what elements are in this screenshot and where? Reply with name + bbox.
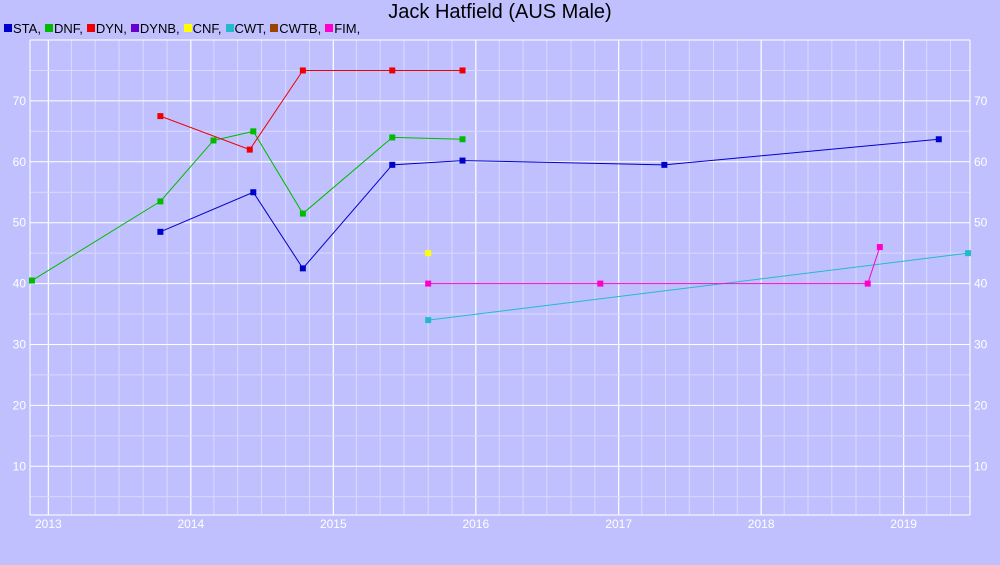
chart-title: Jack Hatfield (AUS Male) — [388, 1, 612, 23]
legend-swatch — [183, 24, 192, 32]
data-point-dnf — [157, 198, 164, 205]
y-tick-label-right: 60 — [974, 155, 988, 169]
series-line-dnf — [31, 130, 463, 281]
data-point-fim — [597, 280, 604, 287]
data-point-sta — [935, 136, 942, 143]
legend-label: STA, — [13, 20, 41, 36]
data-point-sta — [250, 189, 257, 196]
data-point-sta — [299, 265, 306, 272]
legend-item-cwt: CWT, — [225, 20, 267, 36]
legend: STA, DNF, DYN, DYNB, CNF, CWT, CWTB, FIM, — [4, 20, 364, 36]
legend-item-dynb: DYNB, — [130, 20, 180, 36]
y-tick-label-left: 30 — [13, 337, 27, 351]
data-point-cwt — [965, 250, 972, 257]
y-tick-label-right: 40 — [974, 277, 988, 291]
legend-label: CWTB, — [279, 20, 322, 36]
x-tick-label: 2015 — [320, 517, 347, 531]
legend-item-fim: FIM, — [325, 21, 360, 36]
legend-item-dyn: DYN, — [86, 20, 127, 36]
y-tick-label-left: 60 — [13, 155, 27, 169]
legend-swatch — [325, 24, 334, 32]
legend-item-cwtb: CWTB, — [270, 21, 321, 36]
data-point-cwt — [425, 317, 432, 324]
x-tick-label: 2014 — [177, 517, 204, 531]
data-point-dnf — [210, 137, 217, 144]
y-tick-label-left: 70 — [13, 94, 27, 108]
y-tick-label-left: 40 — [13, 277, 27, 291]
y-tick-label-left: 10 — [13, 459, 27, 473]
legend-label: DYNB, — [139, 20, 180, 36]
y-tick-label-right: 70 — [974, 94, 988, 108]
data-point-sta — [459, 157, 466, 164]
data-point-sta — [157, 228, 164, 235]
data-point-fim — [425, 280, 432, 287]
legend-label: FIM, — [334, 20, 361, 36]
y-tick-label-right: 10 — [974, 459, 988, 473]
data-point-dyn — [157, 113, 164, 120]
x-tick-label: 2016 — [462, 517, 489, 531]
data-point-dnf — [459, 136, 466, 143]
legend-swatch — [4, 24, 12, 32]
x-tick-label: 2019 — [890, 517, 917, 531]
series-line-cwt — [428, 252, 969, 321]
series-line-fim — [428, 246, 881, 285]
data-point-dnf — [389, 134, 396, 141]
data-point-dnf — [299, 210, 306, 217]
y-tick-label-right: 20 — [974, 398, 988, 412]
data-point-dyn — [459, 67, 466, 74]
data-point-fim — [876, 244, 883, 251]
legend-swatch — [44, 24, 53, 32]
legend-label: DYN, — [95, 20, 127, 36]
legend-item-cnf: CNF, — [183, 20, 222, 36]
series-line-sta — [160, 138, 939, 270]
legend-label: CNF, — [192, 20, 222, 36]
data-point-dyn — [246, 146, 253, 153]
legend-swatch — [86, 24, 95, 32]
y-tick-label-right: 30 — [974, 337, 988, 351]
data-point-dyn — [389, 67, 396, 74]
data-point-dnf — [28, 277, 35, 284]
legend-swatch — [130, 24, 139, 32]
x-tick-label: 2013 — [35, 517, 62, 531]
legend-label: DNF, — [53, 20, 83, 36]
x-tick-label: 2018 — [748, 517, 775, 531]
x-tick-label: 2017 — [605, 517, 632, 531]
data-point-dnf — [250, 128, 257, 135]
y-tick-label-left: 50 — [13, 216, 27, 230]
legend-swatch — [270, 24, 279, 32]
data-point-dyn — [299, 67, 306, 74]
data-point-sta — [389, 161, 396, 168]
y-tick-label-right: 50 — [974, 216, 988, 230]
data-point-fim — [864, 280, 871, 287]
data-point-cnf — [425, 250, 432, 257]
y-tick-label-left: 20 — [13, 398, 27, 412]
legend-item-sta: STA, — [4, 21, 41, 36]
data-point-sta — [661, 161, 668, 168]
legend-swatch — [225, 24, 234, 32]
legend-item-dnf: DNF, — [44, 20, 83, 36]
legend-label: CWT, — [234, 20, 267, 36]
